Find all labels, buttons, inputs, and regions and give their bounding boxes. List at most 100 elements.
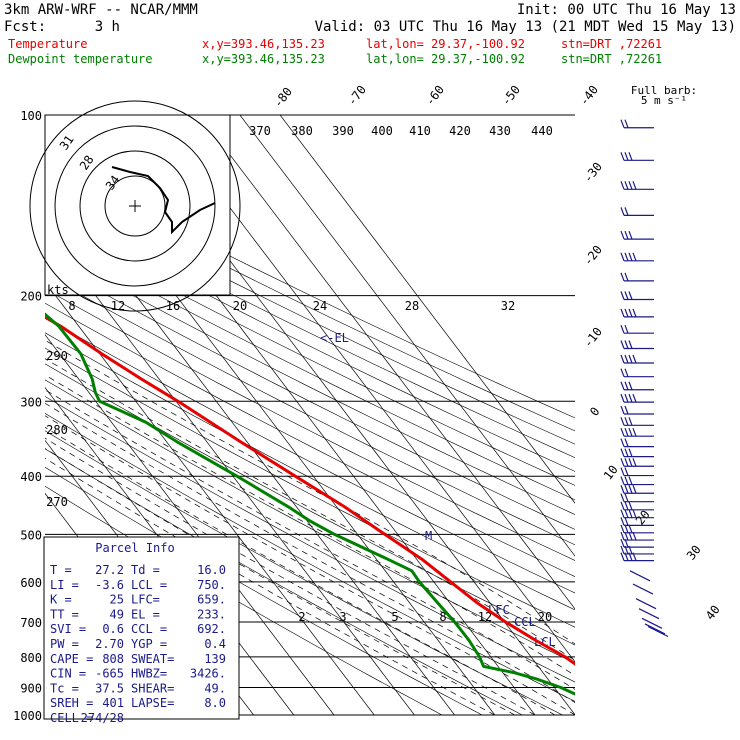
temperature-tick-label: -70 <box>345 83 369 109</box>
dry-adiabat <box>45 363 575 646</box>
pressure-tick-label: 1000 <box>13 709 42 723</box>
wind-barb-flag <box>628 354 633 364</box>
wind-barb-flag <box>624 324 629 334</box>
wind-barb-flag <box>620 545 625 555</box>
dry-adiabat <box>45 184 575 445</box>
wind-barb-flag <box>632 252 637 262</box>
temperature-profile <box>45 315 575 666</box>
parcel-value: 692. <box>197 622 226 636</box>
wind-barb <box>629 570 651 582</box>
wind-barb-flag <box>620 438 625 447</box>
stn-dew: stn=DRT ,72261 <box>561 52 662 66</box>
hodograph-speed-label: 24 <box>313 299 327 313</box>
parcel-value: 8.0 <box>204 696 226 710</box>
parcel-label: Tc = <box>50 681 79 695</box>
wind-barb <box>638 608 660 620</box>
wind-barb-flag <box>628 291 633 300</box>
temperature-tick-label: 40 <box>703 603 723 623</box>
parcel-label: CIN = <box>50 667 86 681</box>
temperature-tick-label: -50 <box>499 83 523 109</box>
hodograph: kts <box>44 114 231 297</box>
barb-legend-title: Full barb: <box>631 84 697 97</box>
dry-adiabat <box>45 221 575 486</box>
valid-time: Valid: 03 UTC Thu 16 May 13 (21 MDT Wed … <box>315 19 736 35</box>
mixing-ratio-label: 5 <box>391 610 398 624</box>
wind-barb-flag <box>628 308 633 318</box>
pressure-tick-label: 900 <box>20 682 42 696</box>
wind-barb <box>635 598 657 610</box>
mixing-ratio-label: 2 <box>298 610 305 624</box>
wind-barb-flag <box>620 340 625 349</box>
temperature-tick-label: -10 <box>581 325 605 351</box>
wind-barb-flag <box>628 458 633 467</box>
wind-barb-flag <box>624 368 629 377</box>
wind-barb-flag <box>624 448 629 457</box>
wind-barb-flag <box>624 207 629 216</box>
latlon-dew: lat,lon= 29.37,-100.92 <box>366 52 525 66</box>
wind-barb-flag <box>620 119 625 128</box>
theta-e-label: 370 <box>249 124 271 138</box>
moist-adiabat <box>45 426 556 715</box>
dry-adiabat <box>45 317 575 594</box>
parcel-value: 2.70 <box>95 637 124 651</box>
isotherm <box>159 115 575 663</box>
wind-barb-flag <box>628 381 633 390</box>
mixing-ratio-label: 8 <box>439 610 446 624</box>
pressure-tick-label: 500 <box>20 528 42 542</box>
wind-barb-flag <box>620 417 625 426</box>
hodograph-ring <box>79 150 191 262</box>
wind-barb-flag <box>624 458 629 467</box>
parcel-label: LCL = <box>131 578 167 592</box>
temperature-tick-label: 10 <box>601 463 621 483</box>
moist-adiabat <box>45 457 495 715</box>
wind-barb-flag <box>628 531 633 541</box>
wind-barb-flag <box>624 393 629 403</box>
wind-barb-flag <box>624 476 629 485</box>
wind-barb-flag <box>624 485 629 494</box>
hodograph-ring <box>54 125 216 287</box>
wind-barb-flag <box>628 476 633 485</box>
wind-barb-flag <box>620 448 625 457</box>
ccl-marker: CCL <box>514 615 536 629</box>
dry-adiabat <box>45 160 575 419</box>
wind-barb-flag <box>628 545 633 555</box>
hodograph-frame <box>44 114 231 296</box>
hodograph-speed-label: 28 <box>405 299 419 313</box>
parcel-value: 27.2 <box>95 563 124 577</box>
wind-barb-flag <box>624 517 629 526</box>
wind-barb-flag <box>620 427 625 437</box>
parcel-value: -665 <box>95 667 124 681</box>
isotherm <box>45 228 415 715</box>
parcel-label: YGP = <box>131 637 167 651</box>
wind-barb-flag <box>624 405 629 415</box>
wind-barb-flag <box>624 538 629 548</box>
wind-barb-flag <box>632 393 637 403</box>
parcel-value: 49. <box>204 681 226 695</box>
wind-barb-flag <box>620 538 625 548</box>
moist-adiabat <box>45 374 575 676</box>
parcel-info-box: Parcel Info T = 27.2 Td = 16.0 LI = -3.6 LCL =… <box>43 536 240 725</box>
wind-barb-flag <box>624 427 629 437</box>
m-marker: M <box>425 529 432 543</box>
temperature-tick-label: -20 <box>581 243 605 269</box>
mixing-ratio-label: 20 <box>538 610 552 624</box>
wind-barb-flag <box>628 252 633 262</box>
wind-barb-flag <box>624 545 629 555</box>
pressure-tick-label: 600 <box>20 576 42 590</box>
hodograph-speed-label: 16 <box>166 299 180 313</box>
wind-barb-flag <box>620 458 625 467</box>
wind-barb-flag <box>628 501 633 511</box>
parcel-value: 25 <box>110 593 124 607</box>
temperature-tick-label: -30 <box>581 160 605 186</box>
theta-e-label: 430 <box>489 124 511 138</box>
isotherm <box>279 115 575 504</box>
hodograph-direction-label: 28 <box>77 153 97 173</box>
theta-e-label: 420 <box>449 124 471 138</box>
mixing-ratio-label: 3 <box>339 610 346 624</box>
temperature-tick-label: -80 <box>271 85 295 111</box>
parcel-value: 16.0 <box>197 563 226 577</box>
init-time: Init: 00 UTC Thu 16 May 13 <box>517 2 736 18</box>
wind-barb-flag <box>620 308 625 318</box>
parcel-label: K = <box>50 593 72 607</box>
